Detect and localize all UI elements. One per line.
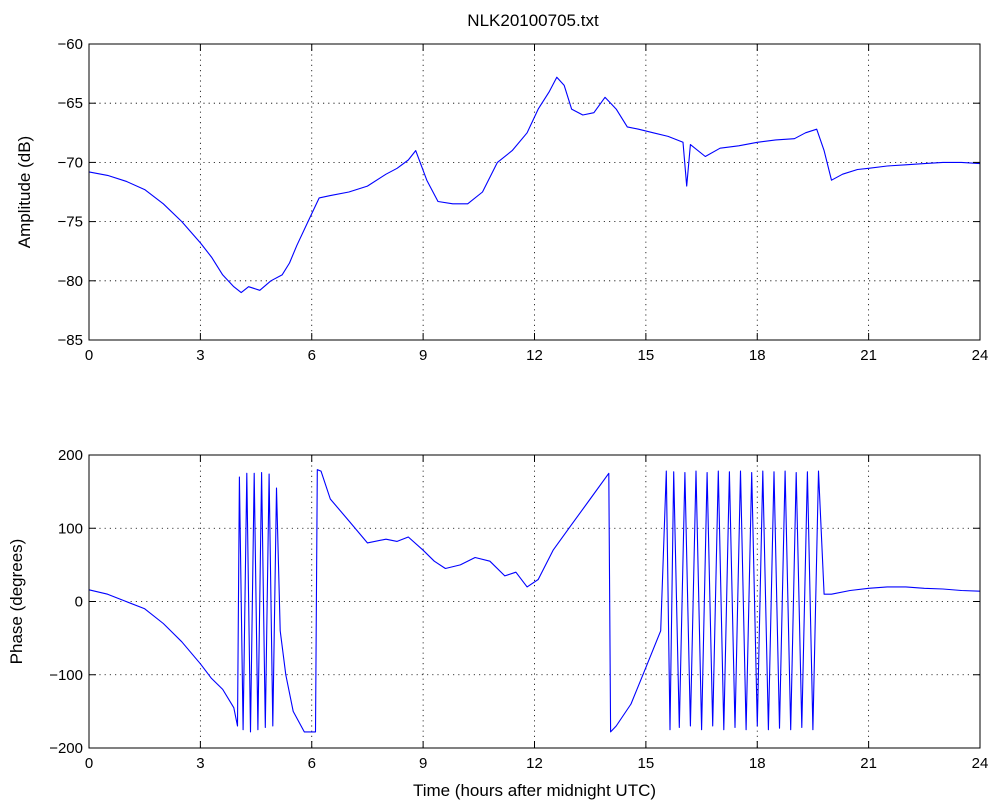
amplitude-plot-area <box>89 44 980 340</box>
phase-x-tick-label: 24 <box>972 755 989 772</box>
amplitude-y-axis-label: Amplitude (dB) <box>15 136 34 248</box>
amplitude-x-tick-label: 3 <box>196 347 204 364</box>
amplitude-x-tick-label: 15 <box>638 347 655 364</box>
phase-x-tick-label: 18 <box>749 755 766 772</box>
phase-x-tick-label: 12 <box>526 755 543 772</box>
amplitude-x-tick-label: 9 <box>419 347 427 364</box>
phase-x-tick-label: 9 <box>419 755 427 772</box>
amplitude-y-tick-label: −75 <box>58 214 83 231</box>
amplitude-x-tick-label: 12 <box>526 347 543 364</box>
phase-y-tick-label: 100 <box>58 520 83 537</box>
phase-x-tick-label: 6 <box>308 755 316 772</box>
amplitude-series-line <box>88 76 981 294</box>
amplitude-y-tick-label: −80 <box>58 273 83 290</box>
phase-x-tick-label: 21 <box>860 755 877 772</box>
amplitude-y-tick-label: −70 <box>58 154 83 171</box>
phase-y-tick-label: 200 <box>58 447 83 464</box>
amplitude-x-tick-label: 6 <box>308 347 316 364</box>
phase-x-axis-label: Time (hours after midnight UTC) <box>413 781 656 800</box>
phase-series-line <box>88 469 981 733</box>
phase-x-tick-label: 15 <box>638 755 655 772</box>
phase-y-tick-label: −200 <box>49 740 83 757</box>
amplitude-y-tick-label: −85 <box>58 332 83 349</box>
phase-y-tick-label: 0 <box>75 594 83 611</box>
phase-x-tick-label: 0 <box>85 755 93 772</box>
phase-y-axis-label: Phase (degrees) <box>7 539 26 665</box>
amplitude-panel: 0 3 6 9 12 15 18 21 24 −60 −65 −70 −75 −80 −85 Amplitud… <box>15 36 988 364</box>
amplitude-x-tick-label: 18 <box>749 347 766 364</box>
amplitude-x-tick-label: 24 <box>972 347 989 364</box>
phase-panel: 0 3 6 9 12 15 18 21 24 200 100 0 −100 −200 Phase (degr… <box>7 447 988 800</box>
amplitude-x-tick-label: 21 <box>860 347 877 364</box>
phase-x-tick-label: 3 <box>196 755 204 772</box>
amplitude-y-tick-label: −60 <box>58 36 83 53</box>
amplitude-x-tick-label: 0 <box>85 347 93 364</box>
phase-y-tick-label: −100 <box>49 667 83 684</box>
amplitude-y-tick-label: −65 <box>58 95 83 112</box>
chart-title: NLK20100705.txt <box>467 11 599 30</box>
